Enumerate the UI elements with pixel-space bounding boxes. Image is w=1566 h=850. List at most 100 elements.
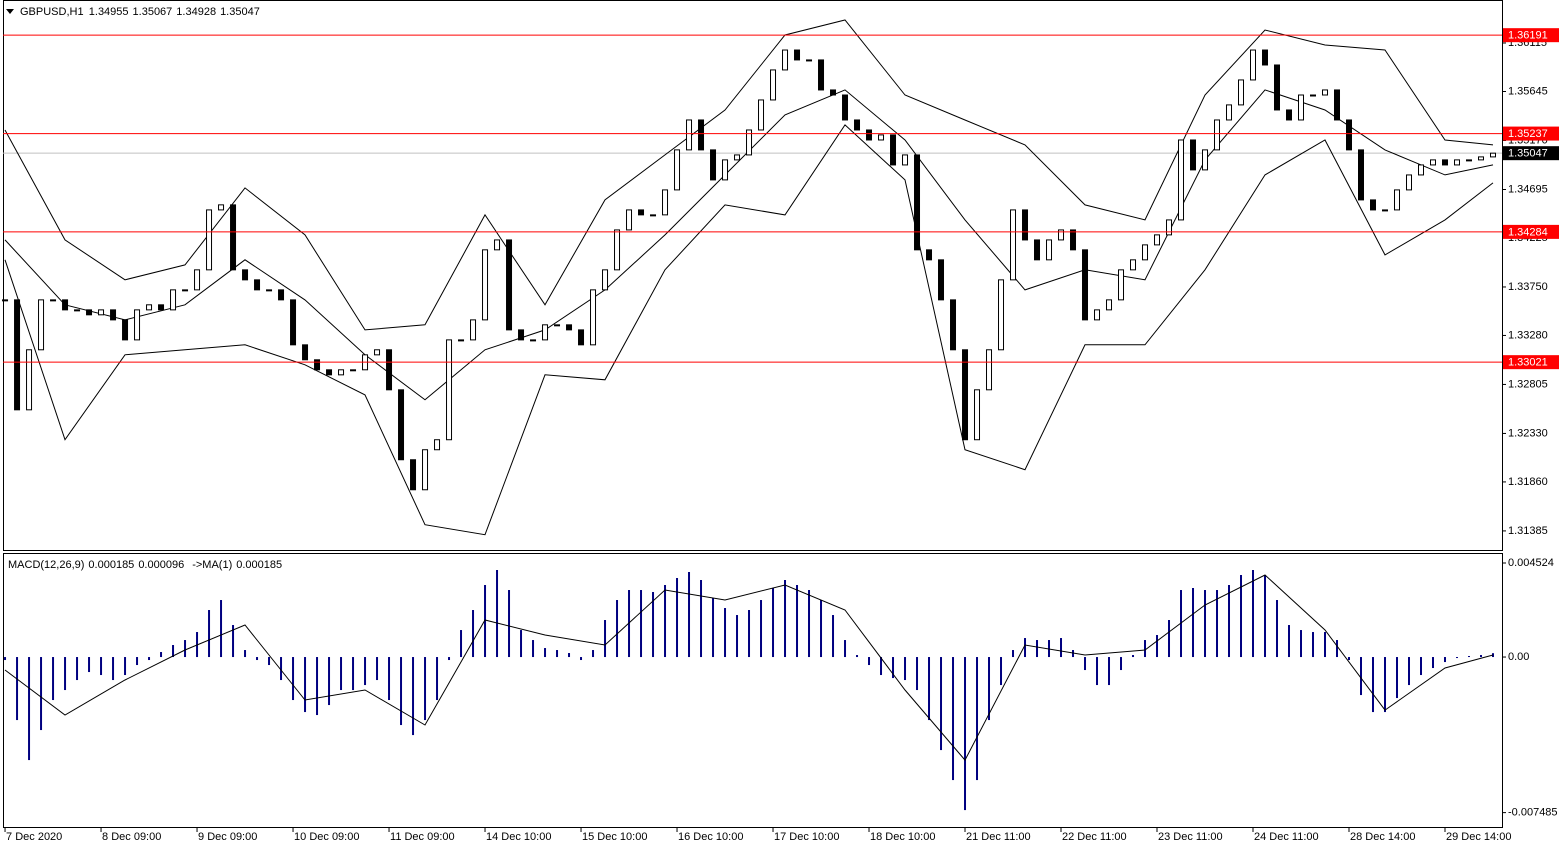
- candle: [206, 209, 213, 271]
- macd-bar: [592, 650, 595, 658]
- open: 1.34955: [89, 6, 129, 18]
- candle: [398, 389, 405, 461]
- candle: [974, 389, 981, 441]
- macd-bar: [244, 650, 247, 658]
- candle: [1358, 149, 1365, 201]
- menu-arrow[interactable]: [6, 9, 14, 14]
- y-tick-label: 1.31385: [1508, 525, 1548, 537]
- macd-bar: [676, 578, 679, 658]
- macd-bar: [796, 585, 799, 658]
- ma-name: ->MA(1): [192, 559, 232, 571]
- level-label: 1.34284: [1508, 226, 1548, 238]
- macd-bar: [1012, 650, 1015, 658]
- candle: [266, 289, 273, 292]
- candle: [194, 269, 201, 291]
- candle: [422, 449, 429, 491]
- candle: [1202, 149, 1209, 171]
- macd-bar: [472, 610, 475, 658]
- candle: [446, 339, 453, 441]
- candle: [470, 319, 477, 341]
- macd-bar: [40, 657, 43, 731]
- y-tick-label: 1.32805: [1508, 378, 1548, 390]
- macd-bar: [1480, 655, 1483, 658]
- y-tick-label: 0.00: [1508, 651, 1529, 663]
- candle: [1082, 249, 1089, 321]
- candle: [614, 229, 621, 271]
- x-tick-label: 22 Dec 11:00: [1062, 831, 1127, 843]
- macd-value: 0.000185: [88, 559, 134, 571]
- candle: [1454, 159, 1461, 166]
- x-tick-label: 16 Dec 10:00: [678, 831, 743, 843]
- macd-bar: [160, 652, 163, 658]
- y-tick-label: 1.32330: [1508, 427, 1548, 439]
- candle: [1046, 239, 1053, 261]
- candle: [1106, 299, 1113, 311]
- macd-bar: [112, 657, 115, 681]
- macd-bar: [1324, 632, 1327, 658]
- macd-bar: [1300, 630, 1303, 658]
- macd-bar: [1168, 620, 1171, 658]
- macd-bar: [364, 657, 367, 686]
- current-price-box: [1503, 146, 1559, 161]
- level-label-box: [1503, 224, 1559, 239]
- y-tick-label: 1.35645: [1508, 85, 1548, 97]
- candle: [314, 359, 321, 371]
- macd-bar: [532, 640, 535, 658]
- candle: [506, 239, 513, 331]
- candle: [290, 299, 297, 346]
- macd-bar: [616, 600, 619, 658]
- macd-bar: [1336, 640, 1339, 658]
- macd-bar: [148, 657, 151, 661]
- macd-bar: [640, 590, 643, 658]
- candle: [626, 209, 633, 231]
- candle: [1310, 94, 1317, 97]
- candle: [806, 59, 813, 62]
- candle: [602, 269, 609, 291]
- candle: [1214, 119, 1221, 151]
- macd-bar: [736, 615, 739, 658]
- macd-bar: [712, 598, 715, 658]
- macd-bar: [1420, 657, 1423, 676]
- macd-bar: [88, 657, 91, 673]
- macd-bar: [1432, 657, 1435, 669]
- macd-bar: [1396, 657, 1399, 699]
- y-tick-label: 1.31860: [1508, 476, 1548, 488]
- macd-bar: [580, 657, 583, 661]
- y-tick-label: 1.34695: [1508, 183, 1548, 195]
- candle: [86, 309, 93, 316]
- candle: [1442, 159, 1449, 166]
- candle: [1010, 209, 1017, 281]
- macd-bar: [1144, 640, 1147, 658]
- candle: [818, 59, 825, 91]
- candle: [674, 149, 681, 191]
- macd-bar: [268, 657, 271, 666]
- candle: [1406, 174, 1413, 191]
- candle: [1094, 309, 1101, 321]
- macd-bar: [316, 657, 319, 716]
- macd-bar: [952, 657, 955, 781]
- candle: [458, 339, 465, 342]
- candle: [782, 49, 789, 71]
- candle: [950, 299, 957, 351]
- macd-bar: [1072, 650, 1075, 658]
- macd-bar: [100, 657, 103, 676]
- candle: [134, 309, 141, 341]
- macd-bar: [496, 570, 499, 658]
- lower-band: [4, 124, 1494, 536]
- macd-bar: [1444, 657, 1447, 663]
- candle: [1250, 49, 1257, 81]
- macd-bar: [352, 657, 355, 691]
- candle: [914, 154, 921, 251]
- macd-bar: [76, 657, 79, 681]
- macd-bar: [292, 657, 295, 701]
- macd-bar: [484, 585, 487, 658]
- macd-bar: [772, 588, 775, 658]
- candle: [830, 89, 837, 96]
- y-tick-label: -0.007485: [1508, 807, 1558, 819]
- macd-bar: [508, 590, 511, 658]
- y-tick-label: 1.33750: [1508, 281, 1548, 293]
- candle: [1346, 119, 1353, 151]
- price-header: GBPUSD,H1 1.34955 1.35067 1.34928 1.35047: [20, 6, 260, 18]
- candle: [662, 189, 669, 216]
